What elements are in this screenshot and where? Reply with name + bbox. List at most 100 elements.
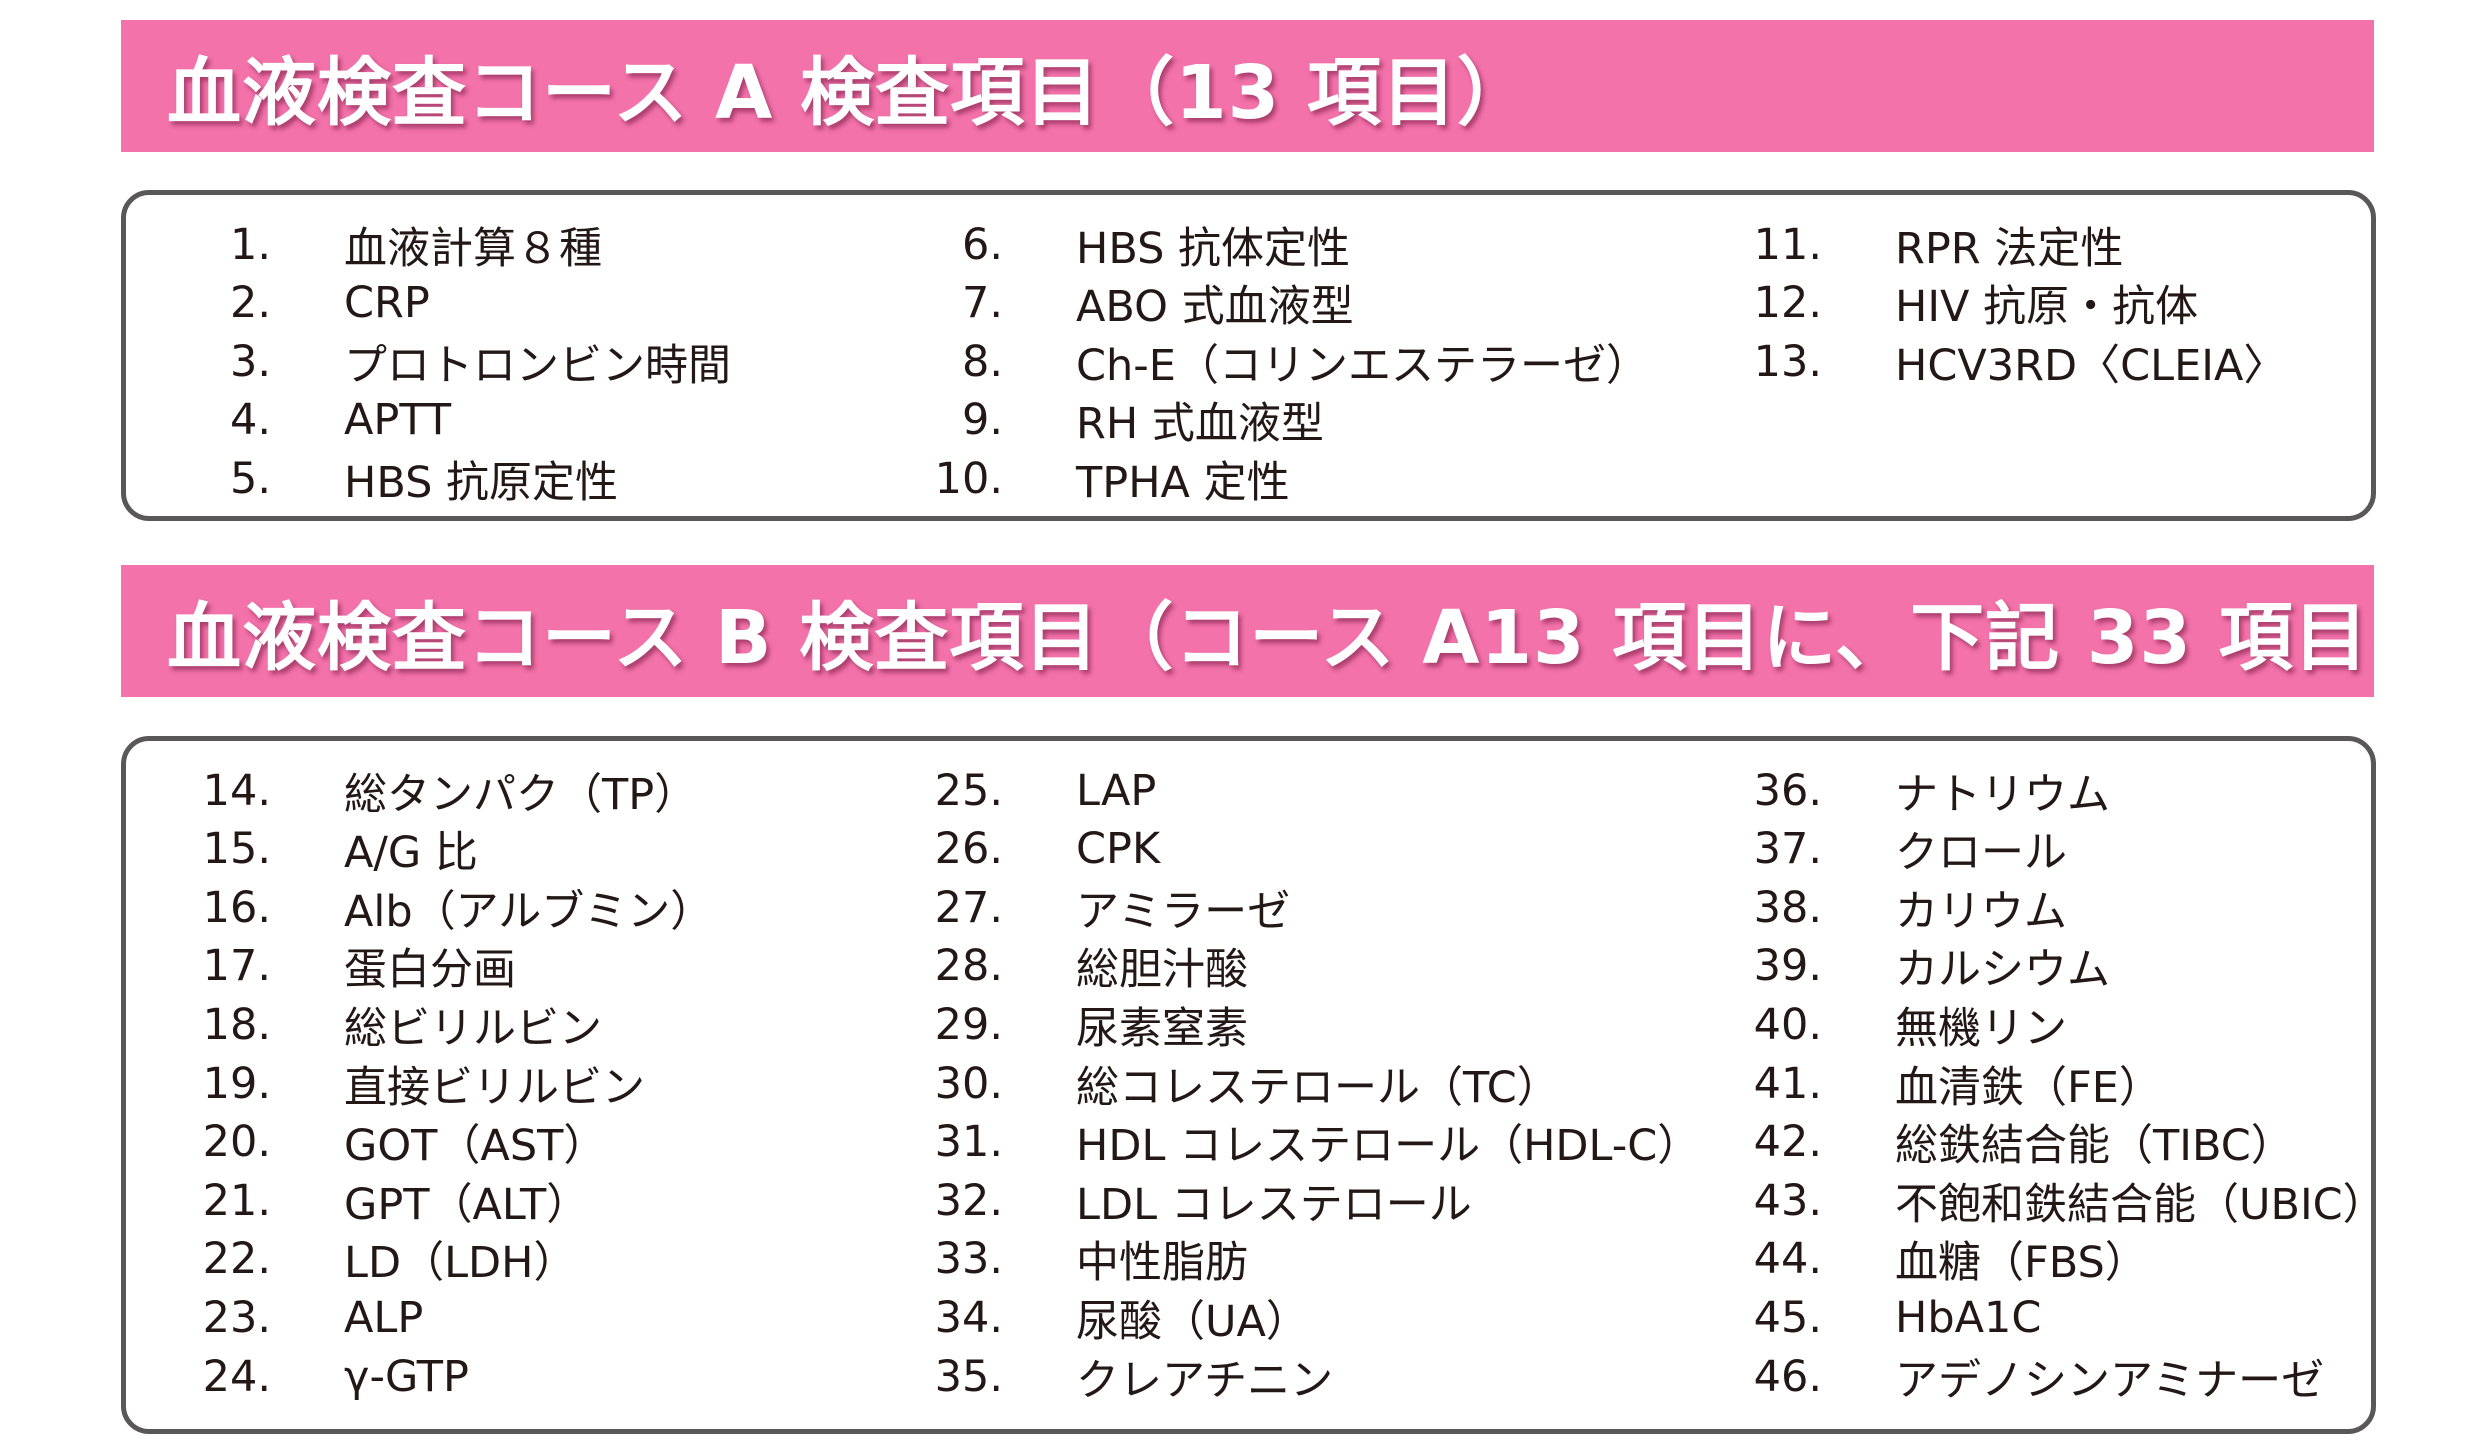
test-item-number: 16. bbox=[202, 882, 271, 933]
test-item: 10. TPHA 定性 bbox=[858, 449, 1290, 508]
course-a-title: 血液検査コース A 検査項目（13 項目） bbox=[167, 49, 1532, 136]
test-item-number: 44. bbox=[1753, 1234, 1822, 1285]
test-item: 27. アミラーゼ bbox=[858, 878, 1291, 937]
test-item-label: 血液計算８種 bbox=[344, 223, 602, 274]
test-item-label: プロトロンビン時間 bbox=[344, 340, 731, 391]
test-item-label: クレアチニン bbox=[1076, 1355, 1334, 1406]
test-item-number: 3. bbox=[229, 336, 271, 387]
test-item-number: 36. bbox=[1753, 765, 1822, 816]
test-item: 39. カルシウム bbox=[1677, 937, 2110, 996]
test-item: 20. GOT（AST） bbox=[126, 1113, 607, 1172]
test-item: 33. 中性脂肪 bbox=[858, 1230, 1248, 1289]
test-item-number: 41. bbox=[1753, 1058, 1822, 1109]
test-item: 8. Ch-E（コリンエステラーゼ） bbox=[858, 332, 1649, 391]
test-item-label: 尿素窒素 bbox=[1076, 1003, 1248, 1054]
test-item: 18. 総ビリルビン bbox=[126, 995, 602, 1054]
test-item: 29. 尿素窒素 bbox=[858, 995, 1248, 1054]
test-item-label: アミラーゼ bbox=[1076, 886, 1291, 937]
test-item-number: 20. bbox=[202, 1117, 271, 1168]
test-item-number: 14. bbox=[202, 765, 271, 816]
test-item-number: 43. bbox=[1753, 1175, 1822, 1226]
course-a-items-panel: 1. 血液計算８種 2. CRP 3. プロトロンビン時間 4. APTT 5. HBS 抗原定性… bbox=[121, 190, 2376, 521]
test-item: 30. 総コレステロール（TC） bbox=[858, 1054, 1560, 1113]
test-item-number: 39. bbox=[1753, 941, 1822, 992]
test-item: 35. クレアチニン bbox=[858, 1347, 1334, 1406]
test-item: 28. 総胆汁酸 bbox=[858, 937, 1248, 996]
test-item-label: 総胆汁酸 bbox=[1076, 945, 1248, 996]
test-item-label: 無機リン bbox=[1895, 1003, 2067, 1054]
test-item-number: 25. bbox=[934, 765, 1003, 816]
test-item: 12. HIV 抗原・抗体 bbox=[1677, 274, 2199, 333]
test-item: 37. クロール bbox=[1677, 820, 2067, 879]
test-item: 36. ナトリウム bbox=[1677, 761, 2110, 820]
test-item-number: 10. bbox=[934, 453, 1003, 504]
test-item: 5. HBS 抗原定性 bbox=[126, 449, 618, 508]
test-item-number: 29. bbox=[934, 999, 1003, 1050]
test-item-label: HbA1C bbox=[1895, 1292, 2042, 1343]
test-item-label: クロール bbox=[1895, 828, 2067, 879]
test-item: 13. HCV3RD〈CLEIA〉 bbox=[1677, 332, 2287, 391]
test-item: 46. アデノシンアミナーゼ bbox=[1677, 1347, 2325, 1406]
test-item: 21. GPT（ALT） bbox=[126, 1171, 590, 1230]
test-item: 16. Alb（アルブミン） bbox=[126, 878, 714, 937]
test-item-number: 21. bbox=[202, 1175, 271, 1226]
test-item-label: ABO 式血液型 bbox=[1076, 282, 1354, 333]
test-item-number: 27. bbox=[934, 882, 1003, 933]
test-item-number: 31. bbox=[934, 1117, 1003, 1168]
test-item-label: GOT（AST） bbox=[344, 1121, 607, 1172]
test-item-number: 18. bbox=[202, 999, 271, 1050]
test-item: 9. RH 式血液型 bbox=[858, 391, 1324, 450]
test-item-label: γ-GTP bbox=[344, 1351, 469, 1402]
test-item-number: 38. bbox=[1753, 882, 1822, 933]
test-item: 23. ALP bbox=[126, 1288, 424, 1347]
test-item-number: 6. bbox=[961, 219, 1003, 270]
test-item-label: Ch-E（コリンエステラーゼ） bbox=[1076, 340, 1649, 391]
test-item: 26. CPK bbox=[858, 820, 1161, 879]
test-item-label: HBS 抗体定性 bbox=[1076, 223, 1351, 274]
test-item-label: 総鉄結合能（TIBC） bbox=[1895, 1121, 2294, 1172]
test-item-number: 11. bbox=[1753, 219, 1822, 270]
test-item-label: アデノシンアミナーゼ bbox=[1895, 1355, 2325, 1406]
test-item-label: 直接ビリルビン bbox=[344, 1062, 645, 1113]
course-b-items-panel: 14. 総タンパク（TP） 15. A/G 比 16. Alb（アルブミン） 17. 蛋白分画… bbox=[121, 736, 2386, 1434]
test-item-number: 17. bbox=[202, 941, 271, 992]
course-b-title: 血液検査コース B 検査項目（コース A13 項目に、下記 33 項目を追加） bbox=[167, 594, 2374, 681]
test-item-label: Alb（アルブミン） bbox=[344, 886, 714, 937]
test-item: 41. 血清鉄（FE） bbox=[1677, 1054, 2162, 1113]
test-item-number: 13. bbox=[1753, 336, 1822, 387]
test-item: 31. HDL コレステロール（HDL-C） bbox=[858, 1113, 1701, 1172]
test-item-label: カルシウム bbox=[1895, 945, 2110, 996]
test-item-number: 4. bbox=[229, 395, 271, 446]
test-item-number: 32. bbox=[934, 1175, 1003, 1226]
test-item: 14. 総タンパク（TP） bbox=[126, 761, 698, 820]
test-item: 17. 蛋白分画 bbox=[126, 937, 516, 996]
test-item-label: CRP bbox=[344, 278, 430, 329]
test-item-label: 蛋白分画 bbox=[344, 945, 516, 996]
test-item-label: 中性脂肪 bbox=[1076, 1238, 1248, 1289]
test-item-label: RPR 法定性 bbox=[1895, 223, 2124, 274]
test-item-number: 35. bbox=[934, 1351, 1003, 1402]
test-item-label: 尿酸（UA） bbox=[1076, 1296, 1309, 1347]
test-item-label: 総ビリルビン bbox=[344, 1003, 602, 1054]
course-a-title-banner: 血液検査コース A 検査項目（13 項目） bbox=[121, 20, 2374, 152]
test-item-number: 33. bbox=[934, 1234, 1003, 1285]
test-item: 42. 総鉄結合能（TIBC） bbox=[1677, 1113, 2294, 1172]
course-b-title-banner: 血液検査コース B 検査項目（コース A13 項目に、下記 33 項目を追加） bbox=[121, 565, 2374, 697]
test-item: 15. A/G 比 bbox=[126, 820, 478, 879]
test-item-number: 42. bbox=[1753, 1117, 1822, 1168]
test-item: 45. HbA1C bbox=[1677, 1288, 2042, 1347]
test-item-number: 12. bbox=[1753, 278, 1822, 329]
test-item: 25. LAP bbox=[858, 761, 1157, 820]
test-item-label: カリウム bbox=[1895, 886, 2067, 937]
test-item-label: RH 式血液型 bbox=[1076, 399, 1324, 450]
test-item-number: 26. bbox=[934, 824, 1003, 875]
test-item-label: 血清鉄（FE） bbox=[1895, 1062, 2162, 1113]
test-item-label: TPHA 定性 bbox=[1076, 457, 1290, 508]
test-item-label: 総タンパク（TP） bbox=[344, 769, 698, 820]
test-item: 44. 血糖（FBS） bbox=[1677, 1230, 2148, 1289]
test-item-label: 総コレステロール（TC） bbox=[1076, 1062, 1560, 1113]
test-item-label: LAP bbox=[1076, 765, 1157, 816]
test-item-number: 23. bbox=[202, 1292, 271, 1343]
test-item: 34. 尿酸（UA） bbox=[858, 1288, 1309, 1347]
test-item-number: 22. bbox=[202, 1234, 271, 1285]
